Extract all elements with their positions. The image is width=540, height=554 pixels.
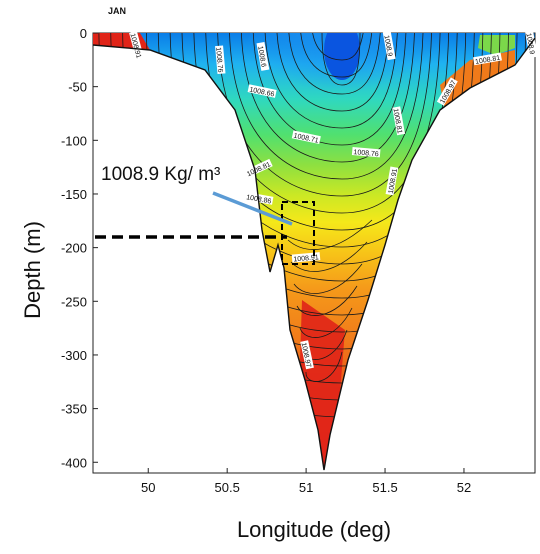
y-tick-label: -150 — [61, 187, 87, 202]
y-tick-label: -400 — [61, 455, 87, 470]
chart-title: JAN — [108, 6, 126, 16]
contour-line — [296, 285, 358, 316]
contour-label: 1008.76 — [214, 45, 226, 75]
svg-text:1008.91: 1008.91 — [293, 254, 319, 263]
x-tick-label: 50 — [141, 480, 155, 495]
contour-line — [299, 307, 353, 338]
contour-line — [264, 33, 398, 129]
annotation-arrow — [212, 191, 293, 226]
contour-label: 1008.91 — [385, 166, 399, 196]
svg-text:1008.6: 1008.6 — [256, 46, 267, 68]
x-tick-label: 51 — [299, 480, 313, 495]
contour-line — [293, 263, 363, 294]
y-tick-label: -350 — [61, 402, 87, 417]
contour-line — [305, 351, 343, 382]
contour-line — [321, 33, 361, 86]
density-field — [93, 33, 535, 470]
y-tick-label: -300 — [61, 348, 87, 363]
contour-line — [276, 33, 390, 112]
contour-line — [287, 219, 373, 250]
x-axis-title: Longitude (deg) — [237, 517, 391, 542]
svg-text:1008.9: 1008.9 — [382, 35, 393, 57]
y-axis-title: Depth (m) — [20, 221, 45, 319]
svg-text:1008.9: 1008.9 — [524, 33, 535, 55]
annotation-box — [281, 201, 315, 265]
y-tick-label: -200 — [61, 241, 87, 256]
y-axis: 0 -50 -100 -150 -200 -250 -300 -350 -400 — [61, 26, 98, 470]
contour-line — [229, 33, 424, 180]
x-axis: 50 50.5 51 51.5 52 — [141, 468, 471, 495]
contour-label: 1008.81 — [472, 52, 502, 66]
contour-line — [300, 33, 373, 78]
contour-label: 1008.81 — [392, 106, 406, 136]
annotation-text: 1008.9 Kg/ m³ — [101, 164, 220, 185]
contour-line — [288, 33, 381, 95]
y-tick-label: -50 — [68, 80, 87, 95]
y-tick-label: -100 — [61, 133, 87, 148]
contour-label: 1008.9 — [382, 31, 396, 61]
y-tick-label: 0 — [80, 26, 87, 41]
x-tick-label: 51.5 — [372, 480, 397, 495]
x-tick-label: 50.5 — [215, 480, 240, 495]
svg-text:1008.81: 1008.81 — [475, 55, 501, 66]
contour-line — [240, 33, 415, 163]
svg-text:1008.81: 1008.81 — [392, 108, 403, 134]
contour-label: 1008.6 — [256, 41, 270, 71]
y-tick-label: -250 — [61, 294, 87, 309]
contour-line — [290, 241, 368, 272]
annotation-group: 1008.9 Kg/ m³ — [95, 164, 315, 265]
svg-text:1008.76: 1008.76 — [214, 47, 223, 73]
x-tick-label: 52 — [457, 480, 471, 495]
bathymetry-outline — [92, 37, 536, 471]
svg-text:1008.91: 1008.91 — [388, 168, 399, 194]
orange-shelf-right — [440, 50, 515, 110]
contour-line — [312, 33, 364, 61]
green-patch-right — [478, 35, 515, 55]
svg-text:1008.76: 1008.76 — [353, 149, 379, 158]
contour-label: 1008.76 — [351, 146, 381, 158]
